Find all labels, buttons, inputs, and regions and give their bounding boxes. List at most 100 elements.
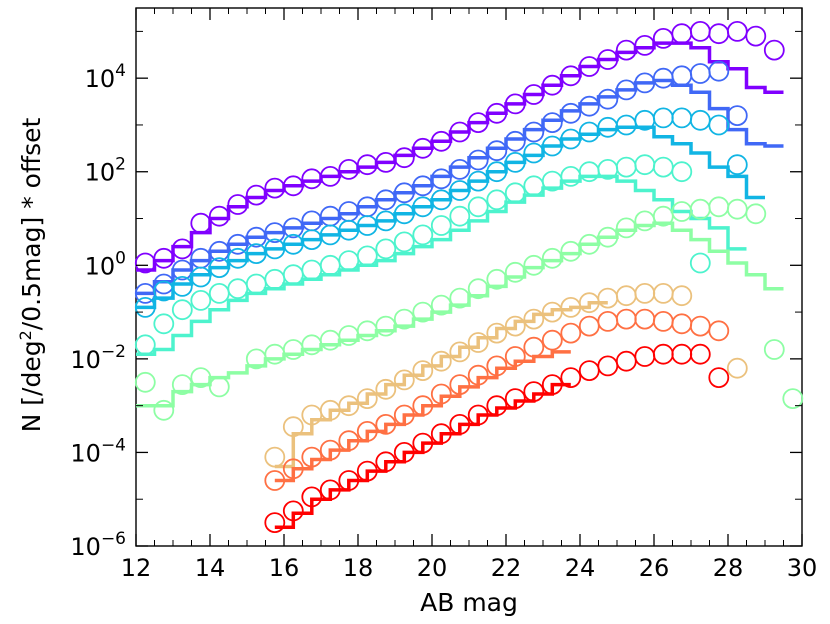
data-point [338, 395, 360, 417]
data-point [449, 374, 471, 396]
plot-area: 12 14 16 18 20 22 24 26 28 3010−610−410−210010210… [70, 7, 817, 582]
data-point [504, 388, 526, 410]
data-point [615, 79, 637, 101]
data-point [486, 322, 508, 344]
data-point [375, 189, 397, 211]
series-5 [134, 196, 804, 421]
x-tick-label: 20 [417, 554, 448, 582]
histogram-line [274, 350, 571, 483]
y-tick-base: 10 [70, 533, 101, 561]
data-point [504, 346, 526, 367]
data-point [782, 388, 804, 410]
data-point [282, 217, 304, 239]
data-point [338, 250, 360, 272]
x-tick-label: 22 [491, 554, 522, 582]
data-point [634, 35, 656, 56]
data-point [504, 93, 526, 115]
data-point [634, 210, 656, 232]
data-point [338, 325, 360, 346]
data-point [412, 301, 434, 323]
data-point [227, 194, 249, 215]
data-point [282, 339, 304, 360]
data-point [264, 470, 286, 491]
data-point [412, 432, 434, 454]
data-point [504, 151, 526, 173]
data-point [319, 205, 341, 227]
data-point [227, 233, 249, 255]
data-point [227, 278, 249, 300]
data-point [541, 74, 563, 96]
y-tick-label: 102 [85, 155, 126, 187]
data-point [578, 95, 600, 117]
data-point [634, 346, 656, 367]
data-point [430, 423, 452, 445]
data-point [430, 189, 452, 211]
x-tick-label: 16 [269, 554, 300, 582]
data-point [671, 285, 693, 307]
data-point [689, 109, 711, 131]
data-point [301, 168, 323, 190]
y-tick-base: 10 [70, 439, 101, 467]
data-point [356, 388, 378, 410]
y-tick-base: 10 [85, 65, 116, 93]
data-point [597, 49, 619, 70]
data-point [726, 105, 748, 126]
data-point [652, 28, 674, 49]
y-axis-label-pre: N [/deg [17, 340, 46, 432]
data-point [634, 282, 656, 304]
data-point [708, 196, 730, 218]
data-point [763, 339, 785, 360]
data-point [467, 149, 489, 171]
data-point [301, 334, 323, 356]
data-point [412, 196, 434, 218]
series-6 [264, 282, 748, 469]
data-point [615, 350, 637, 372]
data-point [652, 310, 674, 332]
data-point [560, 322, 582, 344]
data-point [393, 404, 415, 426]
data-point [375, 378, 397, 400]
y-tick-base: 10 [70, 346, 101, 374]
data-point [264, 343, 286, 365]
histogram-line [274, 300, 608, 469]
data-point [356, 245, 378, 267]
data-point [467, 364, 489, 386]
data-point [652, 282, 674, 304]
data-point [615, 114, 637, 136]
data-point [190, 212, 212, 234]
data-point [153, 313, 175, 335]
y-tick-base: 10 [85, 252, 116, 280]
data-point [449, 341, 471, 363]
x-tick-label: 18 [343, 554, 374, 582]
data-point [560, 128, 582, 150]
data-point [467, 112, 489, 133]
data-point [282, 264, 304, 286]
data-point [375, 238, 397, 260]
data-point [523, 142, 545, 164]
data-point [449, 180, 471, 201]
data-point [615, 39, 637, 61]
y-axis-label-post: /0.5mag] * offset [17, 117, 46, 330]
data-point [356, 420, 378, 442]
data-point [671, 107, 693, 129]
data-point [708, 23, 730, 45]
data-point [375, 315, 397, 337]
data-point [282, 175, 304, 197]
data-point [338, 201, 360, 222]
data-point [615, 156, 637, 178]
data-point [190, 367, 212, 389]
data-point [726, 357, 748, 379]
x-tick-label: 12 [121, 554, 152, 582]
data-point [375, 210, 397, 232]
data-point [190, 266, 212, 288]
data-point [504, 182, 526, 204]
data-point [486, 355, 508, 377]
data-point [726, 154, 748, 176]
data-point [208, 205, 230, 227]
data-point [430, 350, 452, 372]
data-point [338, 470, 360, 491]
data-point [412, 137, 434, 159]
data-point [634, 308, 656, 330]
data-point [708, 367, 730, 389]
data-point [467, 170, 489, 192]
